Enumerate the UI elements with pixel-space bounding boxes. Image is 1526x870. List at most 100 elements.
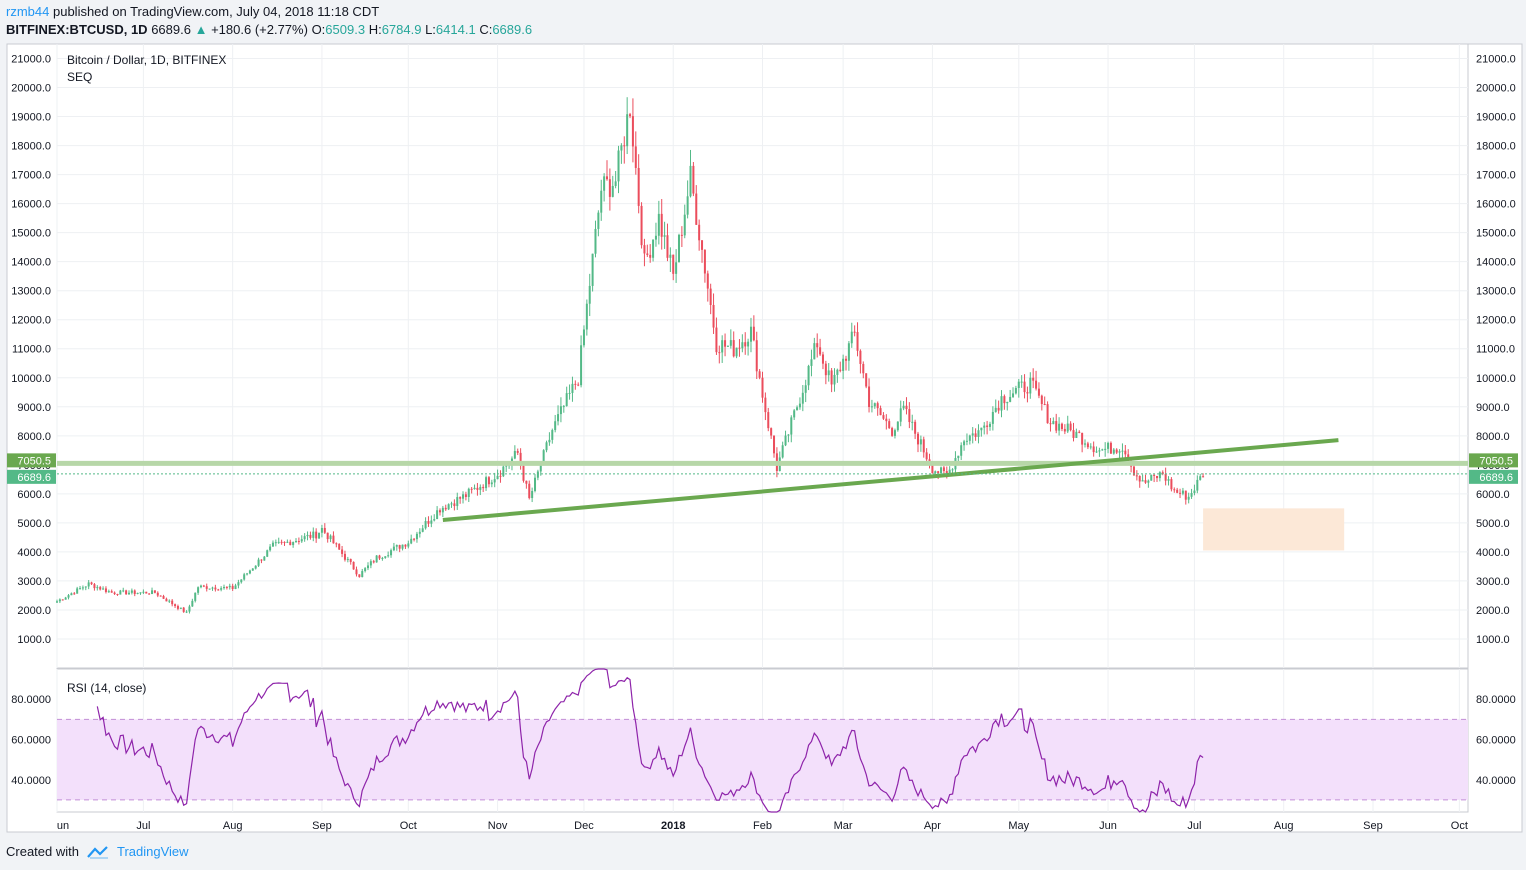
candle-body bbox=[81, 587, 84, 589]
candle-body bbox=[1124, 450, 1127, 455]
candle-body bbox=[591, 253, 594, 286]
candle-body bbox=[364, 568, 367, 572]
candle-body bbox=[804, 385, 807, 393]
candle-body bbox=[473, 487, 476, 490]
candle-body bbox=[732, 340, 735, 357]
candle-body bbox=[545, 442, 548, 451]
candle-body bbox=[413, 538, 416, 540]
candle-body bbox=[438, 510, 441, 513]
candle-body bbox=[796, 407, 799, 411]
candle-body bbox=[568, 392, 571, 394]
candle-body bbox=[963, 441, 966, 446]
y-tick-label-left: 15000.0 bbox=[11, 228, 51, 240]
y-tick-label-right: 6000.0 bbox=[1476, 489, 1510, 501]
author-link[interactable]: rzmb44 bbox=[6, 4, 50, 19]
candle-body bbox=[493, 479, 496, 483]
candle-body bbox=[332, 535, 335, 544]
candle-body bbox=[816, 343, 819, 348]
candle-body bbox=[885, 418, 888, 422]
y-tick-label-left: 21000.0 bbox=[11, 54, 51, 66]
candle-body bbox=[107, 591, 110, 593]
candle-body bbox=[1173, 489, 1176, 491]
candle-body bbox=[84, 586, 87, 588]
candle-body bbox=[513, 450, 516, 459]
candle-body bbox=[286, 541, 289, 543]
tradingview-logo-icon bbox=[87, 845, 108, 859]
rsi-tick-left: 60.0000 bbox=[11, 734, 51, 746]
candle-body bbox=[153, 590, 156, 593]
x-tick-label: Aug bbox=[1274, 820, 1294, 832]
footer: Created with TradingView bbox=[6, 844, 189, 859]
low-value: 6414.1 bbox=[435, 22, 476, 37]
candle-body bbox=[922, 439, 925, 453]
candle-body bbox=[343, 553, 346, 560]
candle-body bbox=[1009, 396, 1012, 402]
candle-body bbox=[110, 591, 113, 593]
candle-body bbox=[764, 397, 767, 413]
candle-body bbox=[55, 601, 59, 603]
candle-body bbox=[525, 480, 528, 484]
candle-body bbox=[67, 595, 70, 598]
candle-body bbox=[289, 541, 292, 546]
candle-body bbox=[87, 582, 90, 587]
candle-body bbox=[565, 393, 568, 407]
candle-body bbox=[248, 570, 251, 574]
chart-title: Bitcoin / Dollar, 1D, BITFINEX bbox=[67, 53, 226, 67]
candle-body bbox=[597, 212, 600, 229]
candle-body bbox=[1155, 475, 1159, 479]
candle-body bbox=[870, 406, 873, 408]
candle-body bbox=[73, 593, 76, 595]
rsi-tick-right: 40.0000 bbox=[1476, 775, 1516, 787]
x-tick-label: Apr bbox=[924, 820, 941, 832]
candle-body bbox=[646, 253, 649, 255]
candle-body bbox=[335, 543, 338, 545]
y-tick-label-right: 15000.0 bbox=[1476, 228, 1516, 240]
candle-body bbox=[695, 193, 698, 225]
candle-body bbox=[355, 569, 358, 575]
candle-body bbox=[502, 466, 505, 477]
candle-body bbox=[410, 538, 413, 544]
candle-body bbox=[450, 503, 453, 505]
support-trendline bbox=[442, 438, 1339, 522]
candle-body bbox=[931, 465, 934, 474]
candle-body bbox=[294, 541, 298, 543]
candle-body bbox=[312, 531, 315, 538]
candle-body bbox=[660, 213, 663, 237]
candle-body bbox=[378, 555, 381, 559]
close-label: C: bbox=[479, 22, 493, 37]
candle-body bbox=[810, 359, 813, 366]
candle-body bbox=[629, 114, 632, 117]
candle-body bbox=[1144, 480, 1147, 483]
candle-body bbox=[914, 421, 917, 434]
y-tick-label-left: 2000.0 bbox=[17, 605, 51, 617]
y-tick-label-left: 16000.0 bbox=[11, 199, 51, 211]
candle-body bbox=[228, 585, 231, 588]
candle-body bbox=[361, 571, 364, 578]
ohlc-line: BITFINEX:BTCUSD, 1D 6689.6 ▲ +180.6 (+2.… bbox=[6, 22, 532, 37]
chart-subtitle: SEQ bbox=[67, 70, 92, 84]
candle-body bbox=[300, 539, 303, 542]
candle-body bbox=[554, 421, 557, 431]
candle-body bbox=[297, 541, 300, 543]
y-tick-label-right: 4000.0 bbox=[1476, 547, 1510, 559]
tradingview-link[interactable]: TradingView bbox=[116, 844, 189, 859]
candle-body bbox=[1084, 443, 1087, 445]
candle-body bbox=[698, 224, 701, 241]
close-value: 6689.6 bbox=[492, 22, 533, 37]
candle-body bbox=[70, 593, 73, 596]
candle-body bbox=[755, 340, 758, 372]
candle-body bbox=[741, 342, 744, 349]
candle-body bbox=[865, 373, 868, 387]
candle-body bbox=[470, 488, 473, 490]
candle-body bbox=[341, 549, 344, 554]
candle-body bbox=[223, 586, 226, 589]
price-label-left: 6689.6 bbox=[17, 472, 51, 484]
candle-body bbox=[490, 482, 493, 485]
rsi-band bbox=[57, 719, 1468, 800]
candle-body bbox=[1017, 381, 1020, 388]
candle-body bbox=[585, 303, 588, 330]
candle-body bbox=[968, 435, 971, 441]
candle-body bbox=[896, 421, 899, 431]
candle-body bbox=[179, 607, 182, 609]
